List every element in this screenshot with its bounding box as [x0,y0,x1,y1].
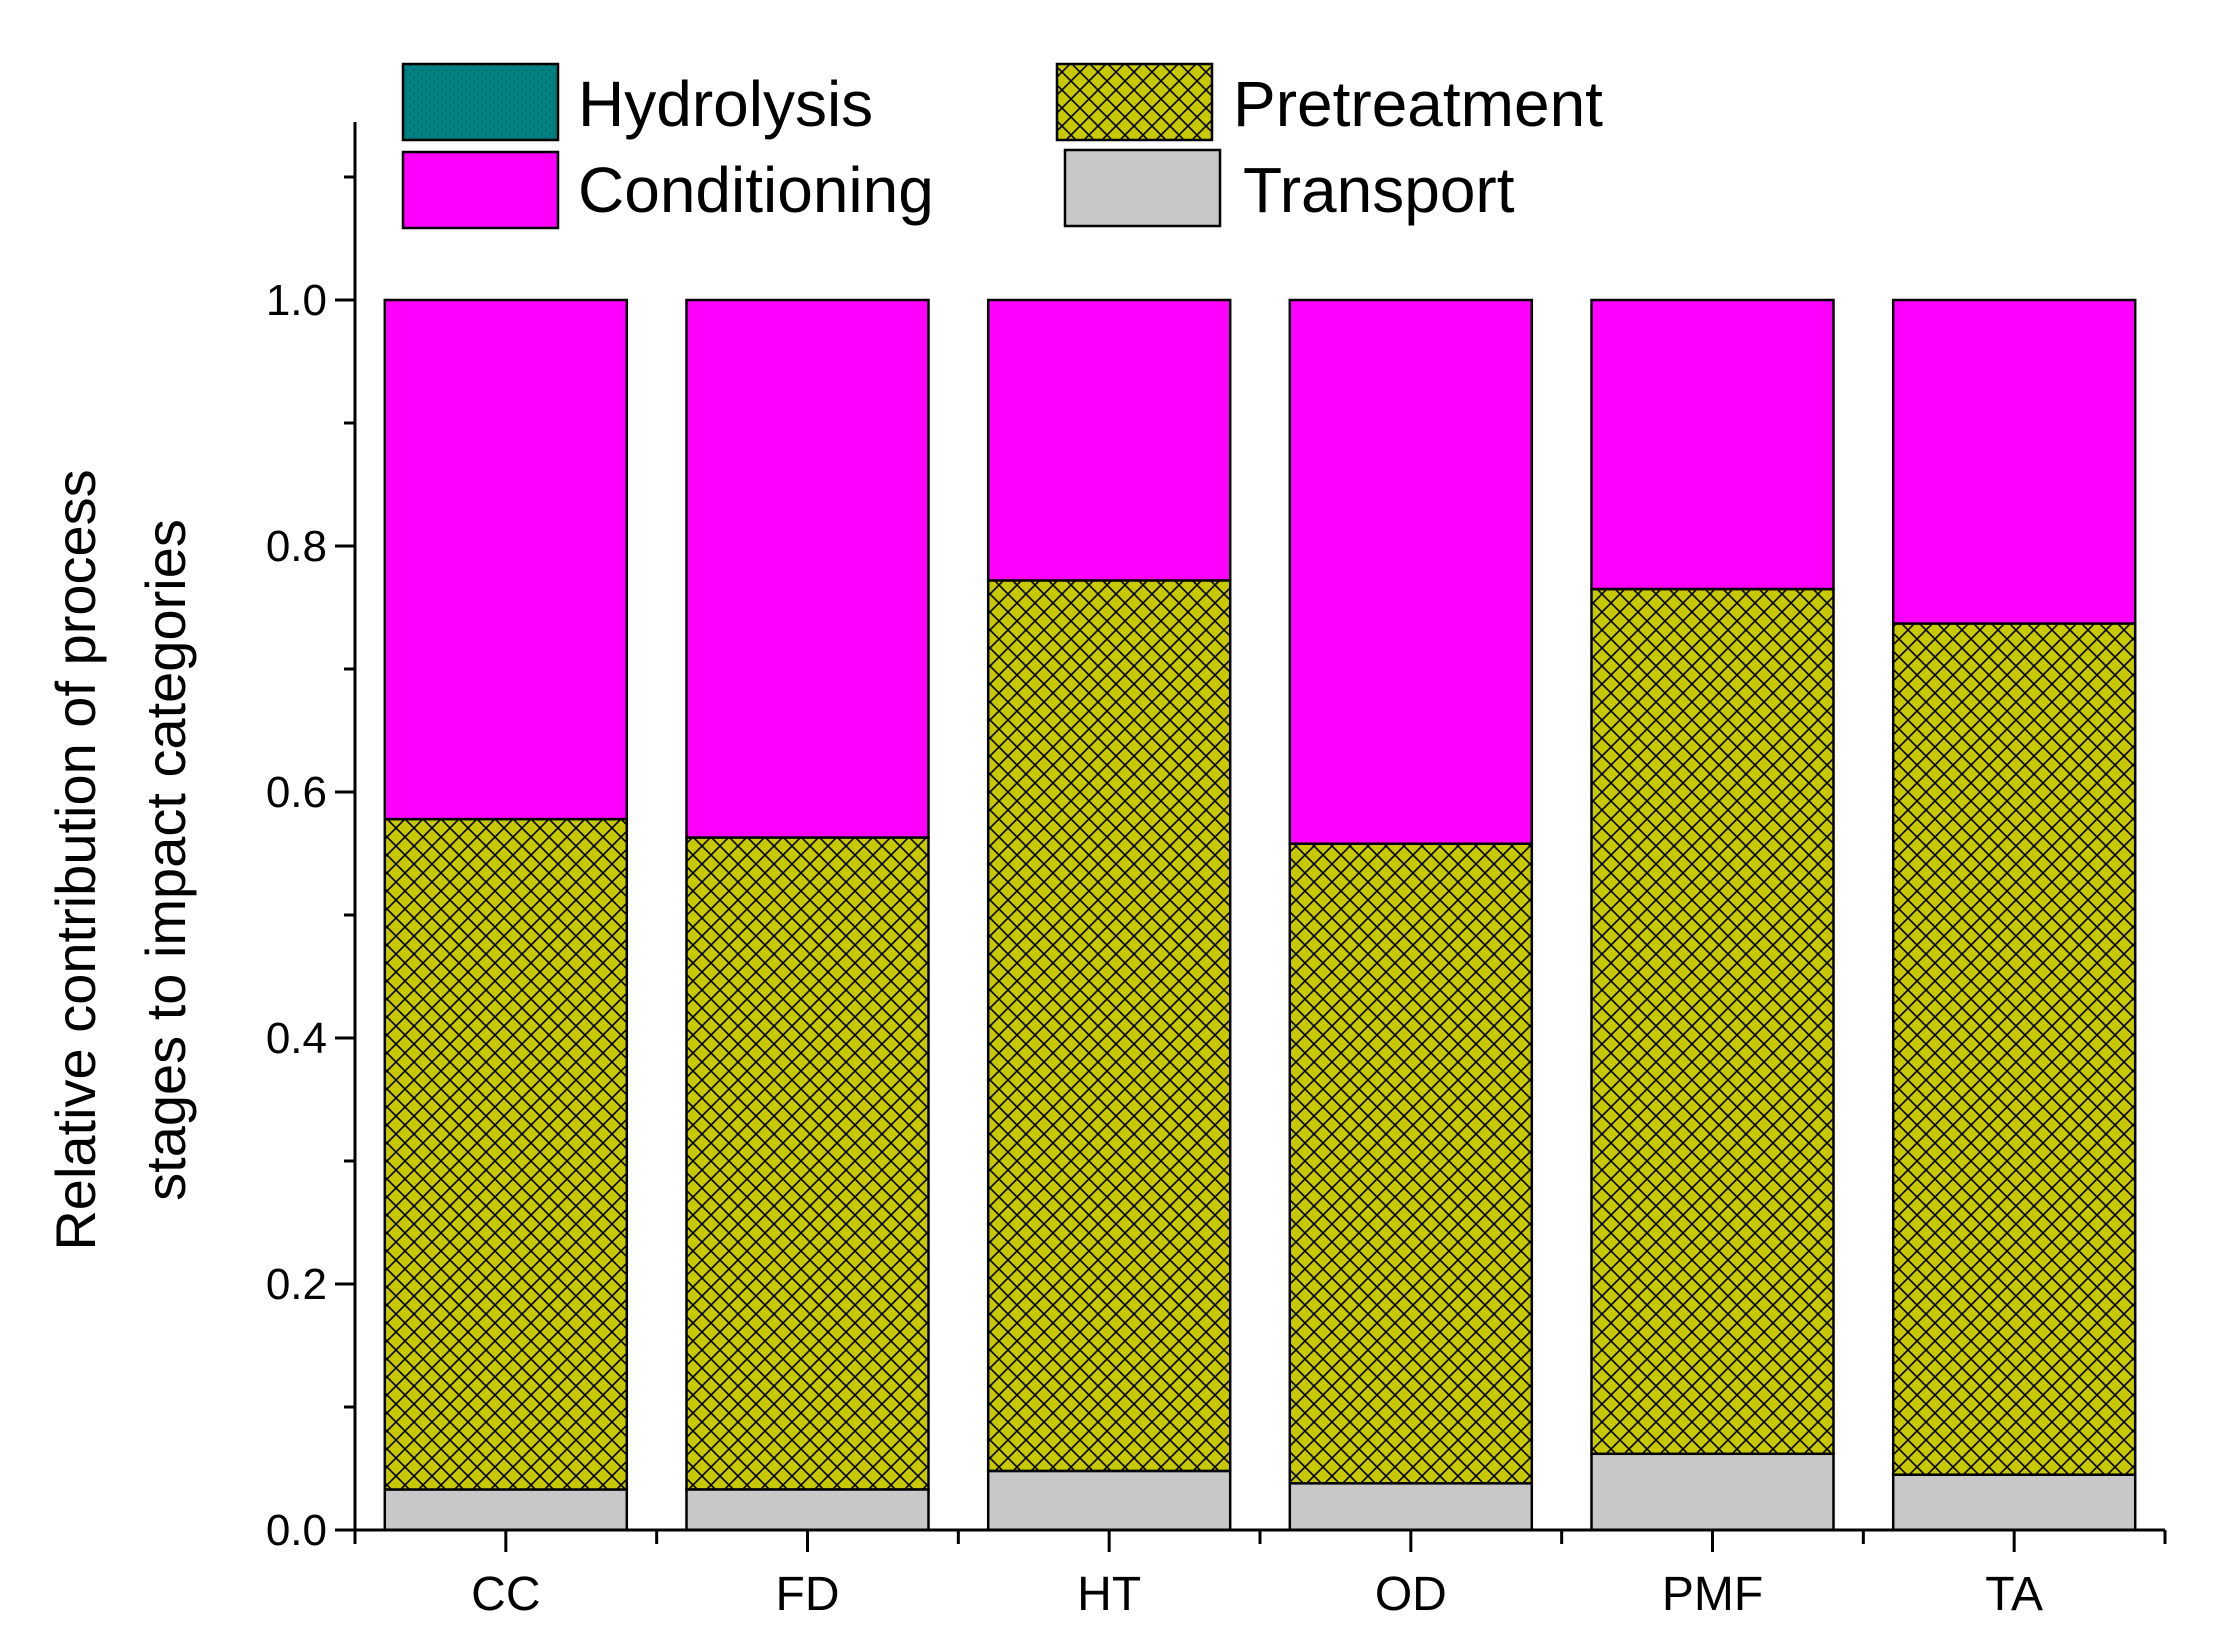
bar-ht-transport [986,1469,1232,1532]
bar-cc-pretreatment [383,817,629,1491]
legend-label-pretreatment: Pretreatment [1233,68,1603,140]
bar-od-pretreatment [1288,842,1534,1485]
y-tick-label: 1.0 [266,276,327,325]
bar-pmf-conditioning [1590,298,1835,591]
y-axis-label-line-2: stages to impact categories [134,519,197,1201]
y-tick-label: 0.6 [266,768,327,817]
legend-label-hydrolysis: Hydrolysis [578,68,873,140]
bar-fd-transport [685,1488,930,1532]
bar-cc-conditioning [383,298,629,821]
x-tick-label-fd: FD [776,1568,840,1621]
x-tick-label-pmf: PMF [1662,1568,1763,1621]
legend-swatch-conditioning [401,150,560,230]
legend: Hydrolysis Pretreatment Conditioning Transp… [401,62,1603,230]
bar-ta-pretreatment [1891,622,2137,1476]
y-tick-label: 0.8 [266,522,327,571]
legend-label-conditioning: Conditioning [578,154,934,226]
y-axis-label-line-1: Relative contribution of process [44,469,107,1250]
bar-ht-conditioning [986,298,1232,582]
y-tick-label: 0.4 [266,1014,327,1063]
legend-label-transport: Transport [1243,154,1515,226]
bar-pmf-pretreatment [1590,587,1835,1456]
bar-ta-conditioning [1891,298,2137,625]
bar-pmf-transport [1590,1452,1835,1532]
legend-swatch-transport [1063,148,1222,228]
x-tick-label-ht: HT [1077,1568,1141,1621]
bar-ht-pretreatment [986,579,1232,1473]
y-tick-label: 0.2 [266,1260,327,1309]
x-tick-label-ta: TA [1985,1568,2043,1621]
bars-group [383,298,2137,1532]
legend-swatch-pretreatment [1055,62,1214,142]
bar-od-transport [1288,1482,1534,1532]
bar-fd-conditioning [685,298,930,839]
bar-ta-transport [1891,1473,2137,1532]
bar-cc-transport [383,1488,629,1532]
bar-od-conditioning [1288,298,1534,845]
legend-swatch-hydrolysis [401,62,560,142]
y-tick-label: 0.0 [266,1506,327,1555]
y-axis-label: Relative contribution of process stages … [44,469,197,1250]
x-tick-label-od: OD [1375,1568,1447,1621]
x-tick-label-cc: CC [471,1568,540,1621]
bar-fd-pretreatment [685,836,930,1491]
axes-group: 0.0 0.2 0.4 0.6 0.8 1.0 CC FD HT OD PMF TA [266,122,2167,1621]
